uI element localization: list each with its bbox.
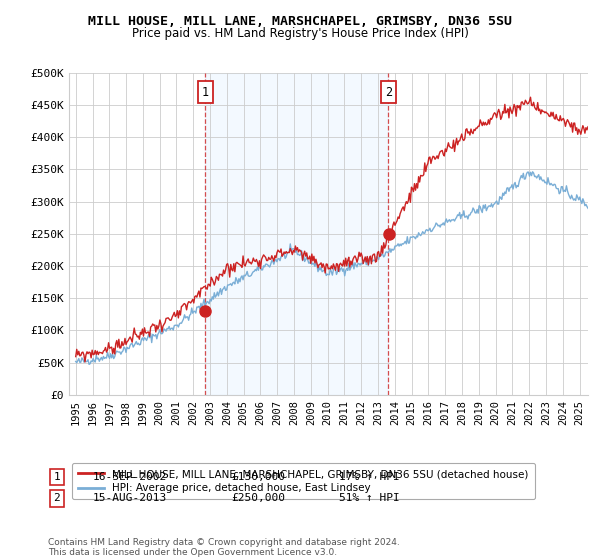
Text: £250,000: £250,000: [231, 493, 285, 503]
Text: 51% ↑ HPI: 51% ↑ HPI: [339, 493, 400, 503]
Text: £130,000: £130,000: [231, 472, 285, 482]
Text: 16-SEP-2002: 16-SEP-2002: [93, 472, 167, 482]
Text: 15-AUG-2013: 15-AUG-2013: [93, 493, 167, 503]
Bar: [205, 73, 388, 395]
Text: Contains HM Land Registry data © Crown copyright and database right 2024.
This d: Contains HM Land Registry data © Crown c…: [48, 538, 400, 557]
Text: 17% ↑ HPI: 17% ↑ HPI: [339, 472, 400, 482]
Text: 2: 2: [53, 493, 61, 503]
Legend: MILL HOUSE, MILL LANE, MARSHCHAPEL, GRIMSBY, DN36 5SU (detached house), HPI: Ave: MILL HOUSE, MILL LANE, MARSHCHAPEL, GRIM…: [71, 463, 535, 500]
Text: MILL HOUSE, MILL LANE, MARSHCHAPEL, GRIMSBY, DN36 5SU: MILL HOUSE, MILL LANE, MARSHCHAPEL, GRIM…: [88, 15, 512, 27]
Text: 1: 1: [53, 472, 61, 482]
Text: Price paid vs. HM Land Registry's House Price Index (HPI): Price paid vs. HM Land Registry's House …: [131, 27, 469, 40]
Text: 1: 1: [202, 86, 209, 99]
Text: 2: 2: [385, 86, 392, 99]
